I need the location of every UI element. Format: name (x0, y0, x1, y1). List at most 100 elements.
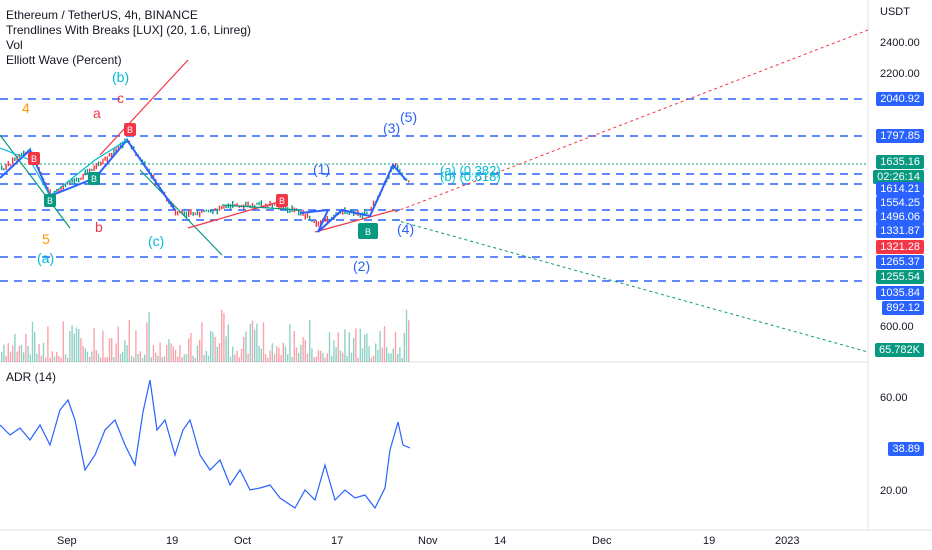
volume-bar (3, 344, 5, 362)
candle (271, 203, 273, 208)
volume-bar (174, 349, 177, 362)
candle (339, 211, 342, 214)
candle (73, 178, 75, 185)
candle (97, 161, 100, 167)
candle (260, 200, 262, 207)
candle (221, 206, 223, 210)
volume-bar (60, 357, 62, 362)
trendline (139, 169, 223, 256)
volume-bar (194, 357, 196, 362)
volume-bar (73, 333, 75, 362)
candle (196, 210, 199, 216)
candle (247, 201, 249, 207)
volume-bar (9, 351, 12, 362)
volume-bar (304, 339, 306, 362)
volume-bar (157, 355, 159, 362)
break-marker (358, 223, 378, 239)
volume-bar (227, 324, 229, 362)
volume-bar (293, 330, 295, 362)
volume-bar (243, 336, 245, 362)
candle (397, 164, 399, 171)
time-tick: Sep (57, 535, 77, 547)
volume-bar (89, 356, 91, 362)
candle (64, 183, 67, 188)
volume-bar (247, 353, 249, 362)
candle (84, 169, 86, 176)
candle (119, 142, 122, 149)
candle (7, 160, 9, 167)
break-markers: B B B B B B (28, 123, 378, 239)
wave-label: (a) (37, 250, 54, 266)
volume-bar (71, 325, 73, 362)
indicator-label[interactable]: Elliott Wave (Percent) (6, 53, 122, 67)
candle (49, 189, 51, 196)
volume-bar (265, 354, 267, 362)
volume-bar (91, 351, 93, 362)
price-tag: 02:26:14 (873, 170, 924, 184)
candle (199, 211, 201, 218)
volume-bar (405, 309, 408, 362)
volume-bar (383, 326, 386, 362)
candle (201, 210, 203, 214)
volume-bar (179, 345, 181, 362)
volume-bar (20, 344, 23, 362)
volume-bar (34, 331, 36, 362)
candle (405, 178, 408, 181)
break-marker (124, 123, 136, 136)
indicator-label[interactable]: Vol (6, 38, 23, 52)
volume-bar (403, 333, 405, 362)
volume-bar (7, 342, 9, 362)
adr-axis: 60.00 20.00 (880, 392, 908, 497)
volume-bar (315, 356, 317, 362)
chart-legend: Ethereum / TetherUS, 4h, BINANCE Trendli… (6, 8, 251, 68)
volume-bar (82, 345, 84, 362)
volume-bar (295, 347, 298, 362)
candle (210, 210, 212, 213)
adr-indicator-label[interactable]: ADR (14) (6, 370, 57, 384)
candle (106, 156, 108, 163)
volume-bar (388, 353, 390, 362)
candle (190, 208, 192, 215)
time-tick: 17 (331, 535, 343, 547)
time-tick: 14 (494, 535, 506, 547)
volume-bar (355, 328, 357, 362)
volume-bar (357, 357, 359, 362)
symbol-title[interactable]: Ethereum / TetherUS, 4h, BINANCE (6, 8, 198, 22)
candle (287, 207, 289, 214)
break-marker (44, 194, 56, 207)
adr-line (0, 379, 411, 510)
volume-bar (238, 357, 240, 362)
volume-bar (163, 356, 166, 362)
time-tick: 2023 (775, 535, 799, 547)
wave-label: b (95, 219, 103, 235)
volume-bar (16, 351, 18, 362)
volume-bar (229, 356, 232, 362)
volume-bar (287, 354, 289, 362)
candle (75, 177, 78, 182)
candle (342, 210, 344, 215)
candle (148, 168, 150, 172)
svg-text:B: B (91, 174, 97, 184)
candle (207, 209, 210, 213)
volume-bar (12, 345, 14, 362)
indicator-label[interactable]: Trendlines With Breaks [LUX] (20, 1.6, L… (6, 23, 251, 37)
volume-bars (1, 309, 410, 362)
volume-bar (249, 323, 251, 362)
trendlines (0, 59, 396, 256)
price-tag: 1496.06 (876, 210, 924, 224)
volume-bar (115, 343, 117, 362)
candle (273, 203, 276, 206)
volume-bar (324, 357, 326, 362)
volume-bar (170, 343, 172, 362)
volume-bar (221, 309, 223, 362)
volume-bar (75, 327, 78, 362)
volume-bar (108, 338, 111, 362)
time-tick: 19 (703, 535, 715, 547)
candle (229, 203, 232, 210)
volume-bar (113, 357, 115, 362)
volume-bar (309, 319, 311, 362)
volume-bar (78, 329, 80, 362)
volume-bar (47, 326, 49, 362)
candle (183, 211, 185, 216)
